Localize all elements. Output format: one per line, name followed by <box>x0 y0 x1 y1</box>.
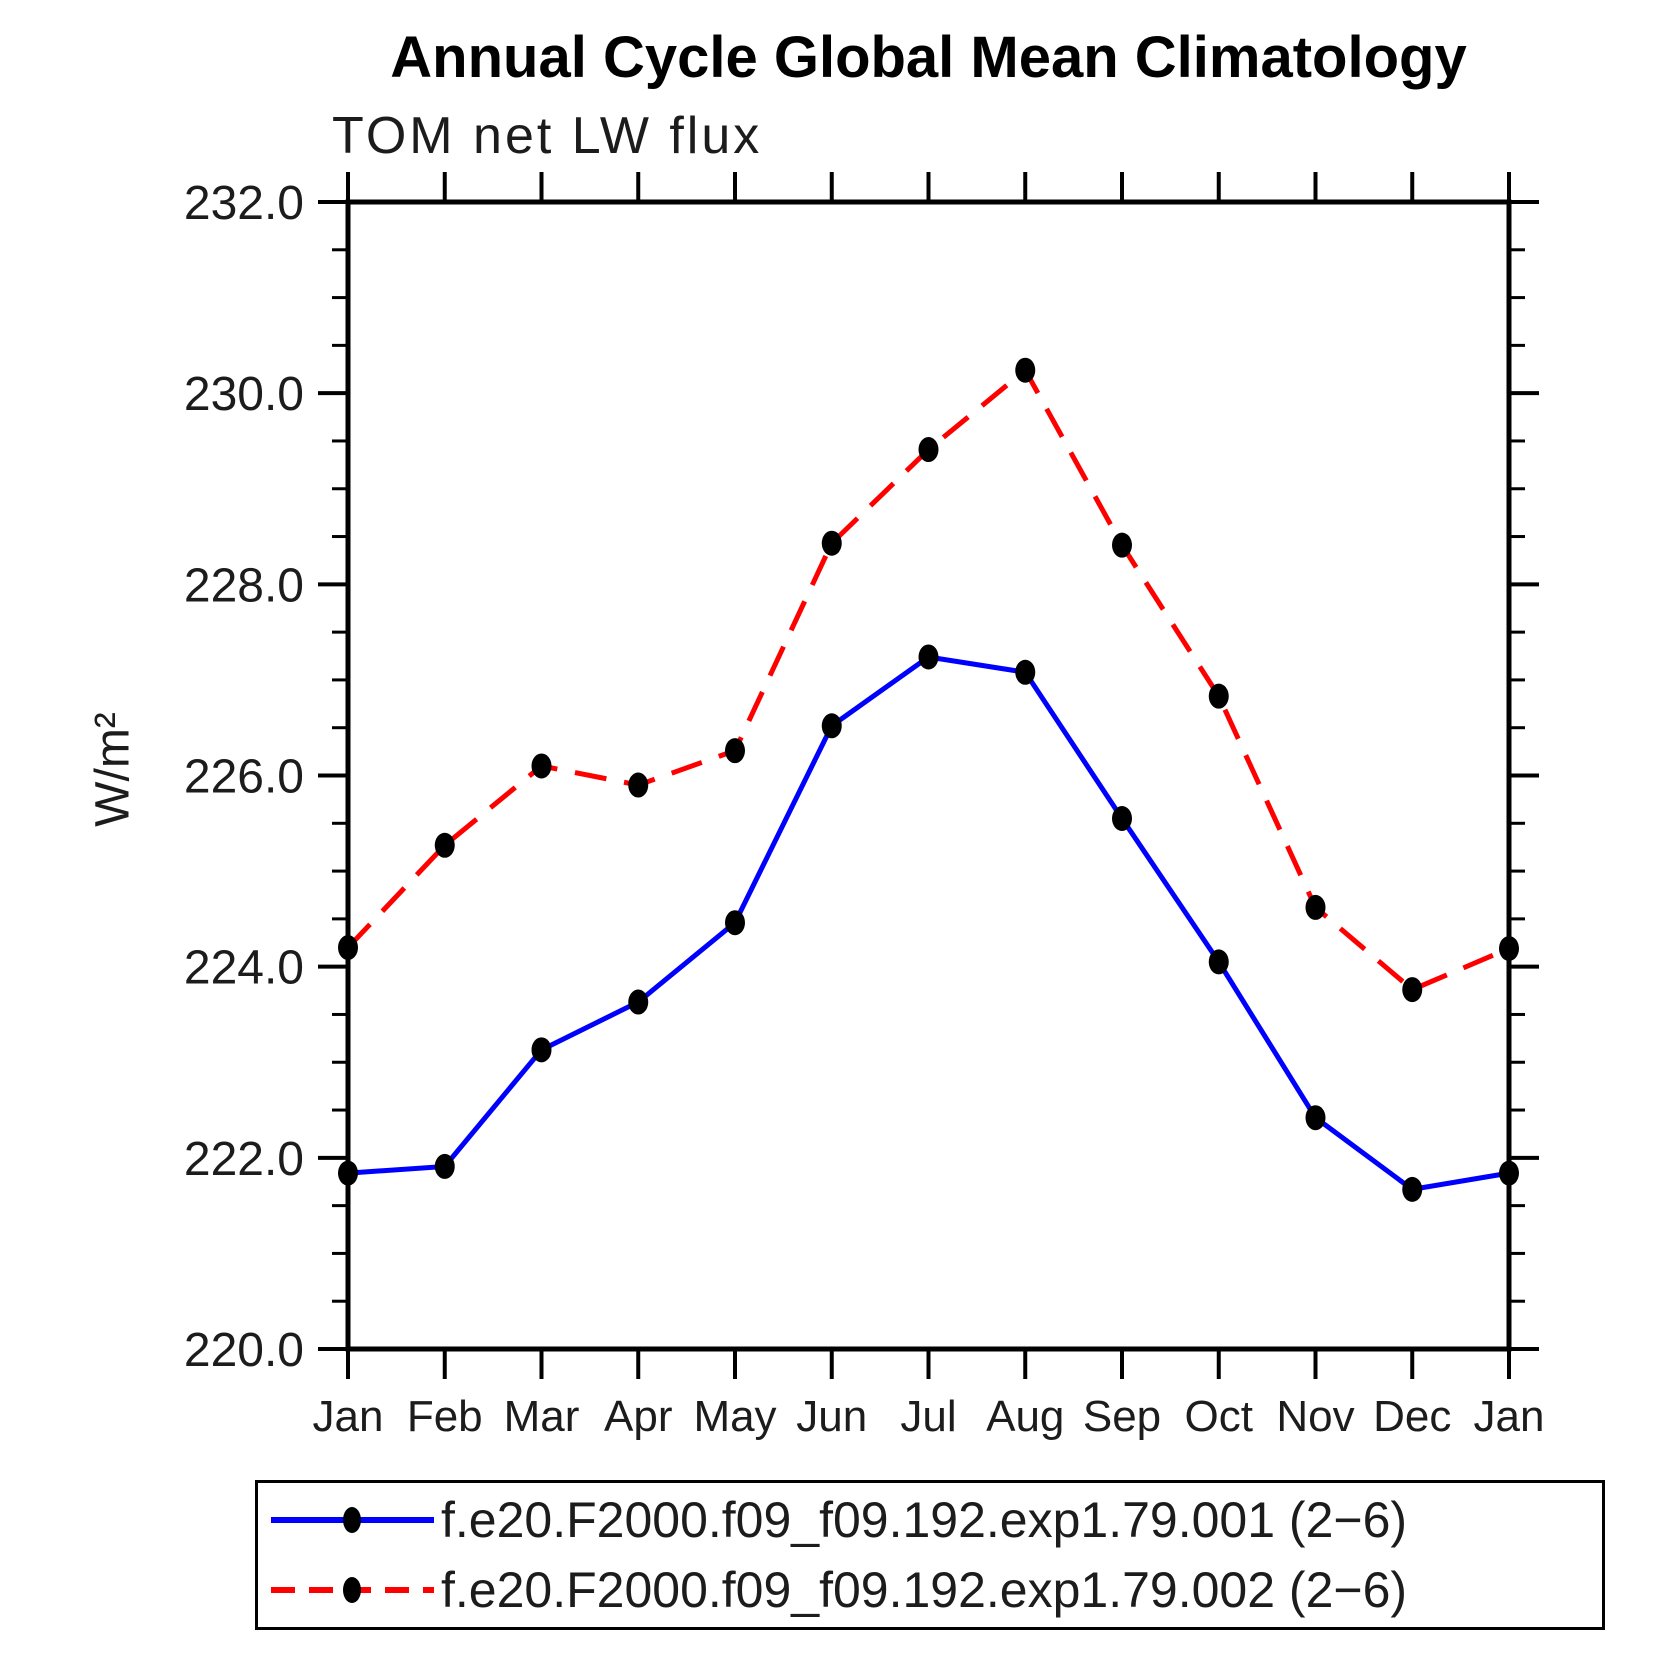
legend-label-series-002: f.e20.F2000.f09_f09.192.exp1.79.002 (2−6… <box>441 1562 1408 1618</box>
svg-text:Apr: Apr <box>604 1392 672 1441</box>
svg-text:232.0: 232.0 <box>184 177 304 230</box>
svg-text:Jul: Jul <box>900 1392 956 1441</box>
legend: f.e20.F2000.f09_f09.192.exp1.79.001 (2−6… <box>255 1480 1605 1630</box>
chart-title: Annual Cycle Global Mean Climatology <box>390 25 1467 90</box>
legend-row: f.e20.F2000.f09_f09.192.exp1.79.002 (2−6… <box>266 1557 1602 1623</box>
legend-swatch-series-002 <box>271 1577 434 1603</box>
svg-text:228.0: 228.0 <box>184 559 304 612</box>
svg-text:230.0: 230.0 <box>184 368 304 421</box>
svg-text:Feb: Feb <box>407 1392 483 1441</box>
svg-text:Oct: Oct <box>1185 1392 1253 1441</box>
svg-text:Aug: Aug <box>986 1392 1064 1441</box>
svg-text:Dec: Dec <box>1373 1392 1451 1441</box>
chart-subtitle: TOM net LW flux <box>332 107 763 165</box>
svg-text:220.0: 220.0 <box>184 1324 304 1377</box>
svg-text:May: May <box>693 1392 776 1441</box>
svg-text:Mar: Mar <box>504 1392 580 1441</box>
legend-label-series-001: f.e20.F2000.f09_f09.192.exp1.79.001 (2−6… <box>441 1492 1408 1548</box>
svg-text:226.0: 226.0 <box>184 751 304 804</box>
svg-text:Jun: Jun <box>796 1392 867 1441</box>
svg-text:222.0: 222.0 <box>184 1133 304 1186</box>
svg-text:Jan: Jan <box>313 1392 384 1441</box>
svg-text:Sep: Sep <box>1083 1392 1161 1441</box>
svg-text:224.0: 224.0 <box>184 942 304 995</box>
svg-text:Jan: Jan <box>1474 1392 1545 1441</box>
svg-text:Nov: Nov <box>1276 1392 1354 1441</box>
legend-row: f.e20.F2000.f09_f09.192.exp1.79.001 (2−6… <box>266 1487 1602 1553</box>
legend-swatch-series-001 <box>271 1507 434 1533</box>
